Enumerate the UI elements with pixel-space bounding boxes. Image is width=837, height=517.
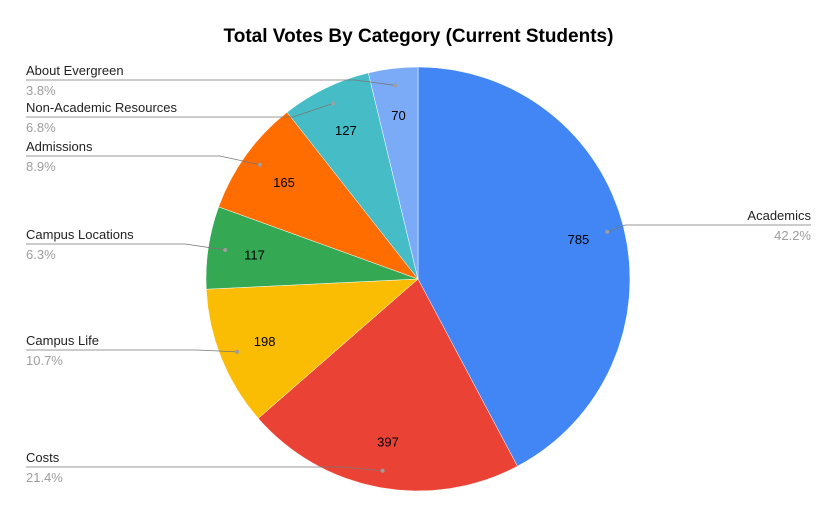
leader-dot-campus-locations xyxy=(223,247,228,252)
pie-slice-costs xyxy=(257,278,518,492)
leader-line-academics xyxy=(607,224,811,233)
leader-line-campus-locations xyxy=(26,243,226,251)
slice-value-about-evergreen: 70 xyxy=(391,108,405,123)
leader-dot-academics xyxy=(605,229,610,234)
slice-label-non-academic-resources: Non-Academic Resources xyxy=(26,100,178,115)
slice-label-campus-locations: Campus Locations xyxy=(26,227,134,242)
slice-percent-admissions: 8.9% xyxy=(26,159,56,174)
chart-title: Total Votes By Category (Current Student… xyxy=(223,26,614,47)
leader-line-about-evergreen xyxy=(26,79,396,86)
slice-label-about-evergreen: About Evergreen xyxy=(26,63,124,78)
pie-slice-about-evergreen xyxy=(368,66,419,280)
pie-slice-campus-life xyxy=(205,278,419,419)
slice-value-non-academic-resources: 127 xyxy=(335,123,357,138)
leader-dot-non-academic-resources xyxy=(330,101,335,106)
slice-value-academics: 785 xyxy=(568,232,590,247)
slice-percent-academics: 42.2% xyxy=(774,228,811,243)
slice-value-costs: 397 xyxy=(377,435,399,450)
pie-slice-academics xyxy=(417,66,631,467)
leader-line-non-academic-resources xyxy=(26,103,334,118)
slice-percent-costs: 21.4% xyxy=(26,470,63,485)
leader-line-admissions xyxy=(26,155,261,166)
slice-value-admissions: 165 xyxy=(273,175,295,190)
leader-dot-admissions xyxy=(257,162,262,167)
slice-value-campus-locations: 117 xyxy=(244,247,265,262)
slice-label-academics: Academics xyxy=(747,208,811,223)
leader-line-costs xyxy=(26,466,383,472)
slice-label-costs: Costs xyxy=(26,450,60,465)
slice-value-campus-life: 198 xyxy=(254,334,276,349)
slice-percent-campus-locations: 6.3% xyxy=(26,247,56,262)
slice-percent-campus-life: 10.7% xyxy=(26,353,63,368)
slice-label-campus-life: Campus Life xyxy=(26,333,99,348)
slice-label-admissions: Admissions xyxy=(26,139,93,154)
leader-line-campus-life xyxy=(26,349,238,353)
slice-percent-non-academic-resources: 6.8% xyxy=(26,120,56,135)
leader-dot-about-evergreen xyxy=(392,83,397,88)
leader-dot-costs xyxy=(380,468,385,473)
slice-percent-about-evergreen: 3.8% xyxy=(26,83,56,98)
pie-slice-admissions xyxy=(218,111,419,280)
leader-dot-campus-life xyxy=(235,349,240,354)
